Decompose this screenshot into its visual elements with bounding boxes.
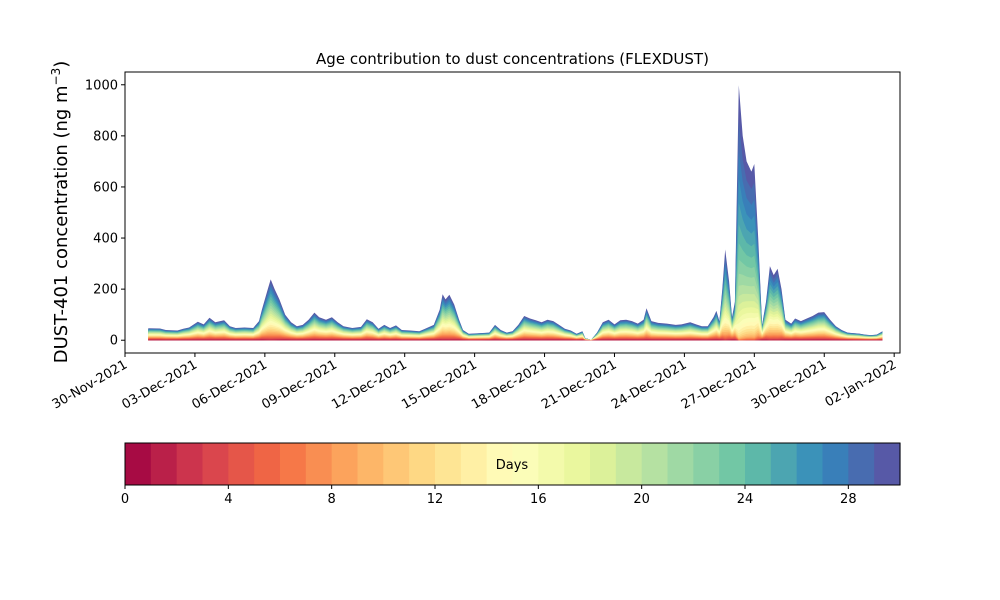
colorbar-bin: [822, 443, 849, 485]
colorbar-bin: [874, 443, 901, 485]
colorbar-tick-label: 24: [737, 492, 754, 507]
colorbar-bin: [280, 443, 307, 485]
colorbar-bin: [409, 443, 436, 485]
colorbar-bin: [693, 443, 720, 485]
colorbar-bin: [564, 443, 591, 485]
colorbar-label: Days: [496, 458, 529, 473]
colorbar-ticks: 0 4 8 12 16 20 24 28: [121, 485, 857, 507]
age-band-20-21-days: [148, 285, 883, 341]
chart-title: Age contribution to dust concentrations …: [316, 50, 709, 68]
colorbar-bin: [254, 443, 281, 485]
colorbar-bin: [848, 443, 875, 485]
y-axis-label-superscript: −3: [49, 68, 63, 86]
y-tick-label: 200: [93, 283, 118, 298]
colorbar-frame: [124, 442, 901, 486]
area-layers: [148, 85, 883, 341]
colorbar-bin: [305, 443, 333, 485]
colorbar-bin: [460, 443, 488, 485]
y-axis-label-main: DUST-401 concentration (ng m: [51, 85, 72, 363]
colorbar-bin: [667, 443, 694, 485]
colorbar-bin: [486, 443, 514, 485]
colorbar-bin: [512, 443, 539, 485]
colorbar-bin: [615, 443, 643, 485]
y-tick-label: 0: [110, 334, 118, 349]
colorbar-bin: [150, 443, 178, 485]
colorbar-bin: [125, 443, 152, 485]
colorbar-bin: [770, 443, 798, 485]
colorbar-tick-label: 4: [224, 492, 232, 507]
colorbar-bin: [331, 443, 359, 485]
y-tick-label: 400: [93, 232, 118, 247]
colorbar-bin: [538, 443, 565, 485]
colorbar: [125, 443, 901, 485]
colorbar-tick-label: 12: [427, 492, 444, 507]
colorbar-bin: [590, 443, 617, 485]
colorbar-tick-label: 20: [633, 492, 650, 507]
colorbar-bin: [228, 443, 255, 485]
colorbar-bin: [383, 443, 410, 485]
y-tick-label: 800: [93, 129, 118, 144]
colorbar-bin: [176, 443, 204, 485]
y-axis-label-close: ): [51, 61, 72, 68]
y-tick-label: 600: [93, 180, 118, 195]
y-axis-label: DUST-401 concentration (ng m−3): [49, 61, 72, 364]
colorbar-bin: [435, 443, 462, 485]
colorbar-bin: [357, 443, 384, 485]
colorbar-tick-label: 8: [328, 492, 336, 507]
plot-frame: [124, 71, 901, 354]
colorbar-bin: [202, 443, 229, 485]
colorbar-bin: [745, 443, 772, 485]
colorbar-tick-label: 0: [121, 492, 129, 507]
y-tick-label: 1000: [85, 78, 118, 93]
colorbar-tick-label: 16: [530, 492, 547, 507]
colorbar-bin: [796, 443, 824, 485]
colorbar-bin: [641, 443, 669, 485]
y-axis-ticks: 0 200 400 600 800 1000: [85, 78, 125, 349]
colorbar-tick-label: 28: [840, 492, 857, 507]
colorbar-bin: [719, 443, 746, 485]
